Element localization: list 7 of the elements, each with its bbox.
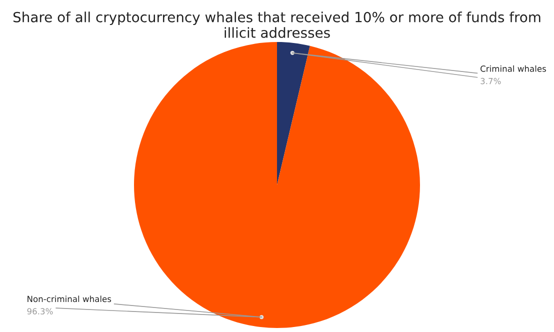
pie-slice <box>134 42 420 328</box>
pie-slice <box>277 42 310 185</box>
slice-label: Criminal whales <box>480 65 546 72</box>
data-label: 96.3% <box>27 308 53 314</box>
chart-title: Share of all cryptocurrency whales that received 10% or more of funds from illicit addresses <box>13 12 540 38</box>
data-label: 3.7% <box>480 78 501 84</box>
slice-label: Non-criminal whales <box>28 296 112 302</box>
